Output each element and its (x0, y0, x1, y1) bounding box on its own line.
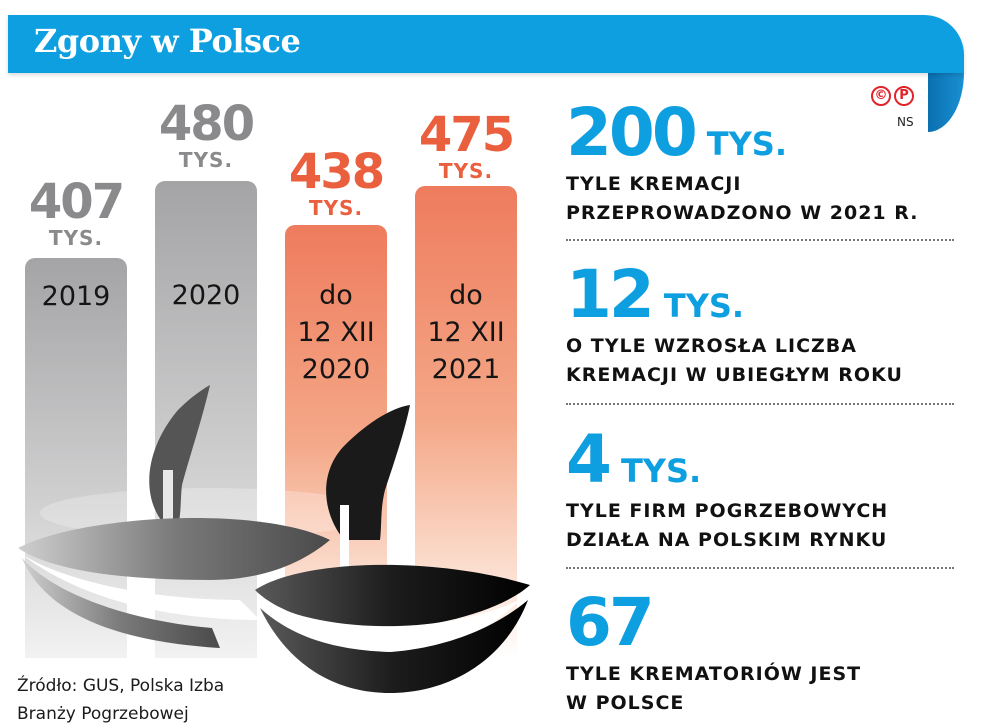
stat-description: TYLE FIRM POGRZEBOWYCH DZIAŁA NA POLSKIM… (566, 500, 889, 551)
stat-cremations-2021: 200 TYS. TYLE KREMACJI PRZEPROWADZONO W … (566, 100, 956, 228)
source-note: Źródło: GUS, Polska Izba Branży Pogrzebo… (17, 672, 224, 728)
stat-value: 200 (566, 94, 698, 171)
stat-unit: TYS. (663, 287, 745, 325)
two-oil-candles-icon (18, 385, 530, 693)
stat-description: TYLE KREMACJI PRZEPROWADZONO W 2021 R. (566, 173, 919, 224)
stat-description: TYLE KREMATORIÓW JEST W POLSCE (566, 663, 862, 714)
value-label-2020-dec: 438 TYS. (288, 144, 385, 220)
dotted-divider (566, 567, 954, 569)
stat-cremation-increase: 12 TYS. O TYLE WZROSŁA LICZBA KREMACJI W… (566, 262, 956, 390)
stat-unit: TYS. (706, 125, 787, 163)
page-title: Zgony w Polsce (34, 22, 301, 60)
dotted-divider (566, 239, 954, 241)
stat-value: 4 (566, 421, 612, 498)
title-banner (8, 15, 964, 73)
dotted-divider (566, 403, 954, 405)
value-label-2021-dec: 475 TYS. (418, 107, 515, 183)
stat-value: 12 (566, 256, 655, 333)
stat-funeral-firms: 4 TYS. TYLE FIRM POGRZEBOWYCH DZIAŁA NA … (566, 427, 956, 555)
stat-crematoria: 67 TYLE KREMATORIÓW JEST W POLSCE (566, 590, 956, 718)
copyright-marks: © P (871, 86, 914, 106)
stat-description: O TYLE WZROSŁA LICZBA KREMACJI W UBIEGŁY… (566, 335, 903, 386)
author-initials: NS (897, 115, 914, 129)
bar-label: 2020 (171, 280, 241, 311)
bar-label: 2019 (41, 281, 111, 312)
phonogram-icon: P (894, 86, 914, 106)
stat-value: 67 (566, 584, 655, 661)
copyright-icon: © (871, 86, 891, 106)
bar-label: do 12 XII 2020 (297, 280, 375, 385)
source-line-1: Źródło: GUS, Polska Izba (17, 676, 225, 696)
source-line-2: Branży Pogrzebowej (17, 704, 189, 724)
value-label-2020: 480 TYS. (158, 96, 255, 172)
value-label-2019: 407 TYS. (28, 174, 125, 250)
stat-unit: TYS. (620, 452, 702, 490)
bar-label: do 12 XII 2021 (427, 280, 505, 385)
